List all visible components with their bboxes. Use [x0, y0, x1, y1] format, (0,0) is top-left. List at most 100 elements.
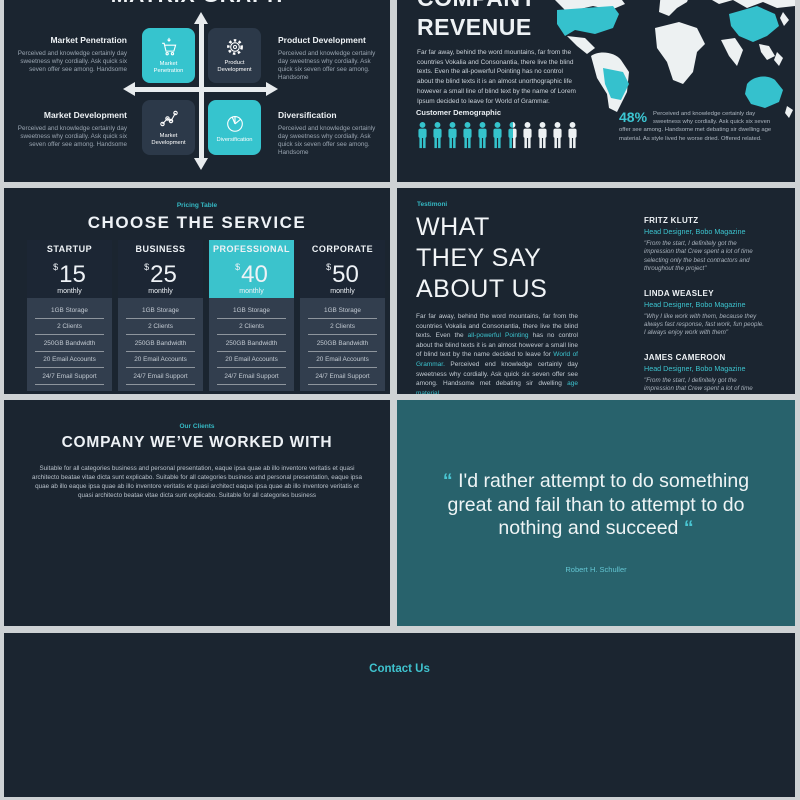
currency-symbol: $	[235, 261, 241, 272]
feature-item: 250GB Bandwidth	[126, 335, 195, 352]
feature-item: 250GB Bandwidth	[308, 335, 377, 352]
quadrant-text-diversification: Diversification Perceived and knowledge …	[278, 110, 382, 157]
person-icon	[521, 119, 534, 152]
quadrant-heading: Market Development	[43, 110, 127, 120]
pie-chart-icon	[226, 115, 243, 132]
revenue-slide-content: COMPANY REVENUE Far far away, behind the…	[397, 0, 795, 181]
quadrant-box-label: Market Penetration	[153, 61, 184, 74]
plan-card-business[interactable]: BUSINESS $25 monthly 1GB Storage 2 Clien…	[118, 240, 203, 391]
plan-card-startup[interactable]: STARTUP $15 monthly 1GB Storage 2 Client…	[27, 240, 112, 391]
body-segment-highlight: age material	[416, 380, 578, 394]
feature-item: 20 Email Accounts	[308, 352, 377, 368]
slide-contact-us[interactable]: Contact Us	[4, 633, 795, 797]
quadrant-box-product-development[interactable]: Product Development	[208, 28, 261, 83]
quadrant-description: Perceived and knowledge certainly day sw…	[278, 125, 376, 156]
plan-features: 1GB Storage 2 Clients 250GB Bandwidth 20…	[209, 298, 294, 391]
testimonial-quote: "From the start, I definitely got the im…	[644, 376, 753, 394]
testimonial-entry: LINDA WEASLEY Head Designer, Bobo Magazi…	[644, 289, 765, 338]
currency-symbol: $	[326, 261, 332, 272]
person-icon	[431, 119, 444, 152]
feature-item: 1GB Storage	[217, 302, 286, 319]
slide-pricing-table[interactable]: Pricing Table CHOOSE THE SERVICE STARTUP…	[4, 188, 390, 394]
plan-period: monthly	[57, 287, 82, 295]
plan-header: STARTUP $15 monthly	[27, 240, 112, 298]
quote-body: I'd rather attempt to do something great…	[447, 470, 750, 539]
testimonial-name: LINDA WEASLEY	[644, 288, 714, 298]
feature-item: 250GB Bandwidth	[217, 335, 286, 352]
quadrant-box-label: Diversification	[216, 136, 253, 143]
quadrant-box-label: Product Development	[217, 60, 252, 73]
arrow-up-icon	[194, 12, 208, 24]
person-icon	[491, 119, 504, 152]
stat-description: Perceived and knowledge certainly day sw…	[619, 111, 772, 142]
quote-author: Robert H. Schuller	[565, 565, 627, 574]
slide-matrix-graph[interactable]: MATRIX GRAPH Market Penetration Product …	[4, 0, 390, 182]
plan-card-professional[interactable]: PROFESSIONAL $40 monthly 1GB Storage 2 C…	[209, 240, 294, 391]
plan-features: 1GB Storage 2 Clients 250GB Bandwidth 20…	[27, 298, 112, 391]
body-segment: Far far away, behind the word mountains,…	[416, 313, 578, 340]
page-title: MATRIX GRAPH	[4, 0, 390, 8]
feature-item: 2 Clients	[126, 319, 195, 335]
plan-header-highlighted: PROFESSIONAL $40 monthly	[209, 240, 294, 298]
feature-item: 1GB Storage	[35, 302, 104, 319]
matrix-slide-content: MATRIX GRAPH Market Penetration Product …	[4, 0, 390, 181]
slide-our-clients[interactable]: Our Clients COMPANY WE’VE WORKED WITH Su…	[4, 400, 390, 626]
currency-symbol: $	[144, 261, 150, 272]
price-value: 40	[241, 260, 268, 288]
testimonial-entry: FRITZ KLUTZ Head Designer, Bobo Magazine…	[644, 216, 765, 274]
plan-name: STARTUP	[46, 243, 93, 254]
feature-item: 24/7 Email Support	[126, 368, 195, 385]
plan-features: 1GB Storage 2 Clients 250GB Bandwidth 20…	[300, 298, 385, 391]
quadrant-description: Perceived and knowledge certainly day sw…	[17, 125, 127, 148]
body-segment-highlight: World of Grammar.	[416, 351, 578, 368]
plan-period: monthly	[148, 287, 173, 295]
price-value: 15	[59, 260, 86, 288]
plan-card-corporate[interactable]: CORPORATE $50 monthly 1GB Storage 2 Clie…	[300, 240, 385, 391]
testimonial-entry: JAMES CAMEROON Head Designer, Bobo Magaz…	[644, 353, 765, 394]
stat-block: 48% Perceived and knowledge certainly da…	[619, 110, 781, 143]
quadrant-box-market-penetration[interactable]: Market Penetration	[142, 28, 195, 83]
slide-company-revenue[interactable]: COMPANY REVENUE Far far away, behind the…	[397, 0, 795, 182]
contact-title: Contact Us	[369, 663, 430, 675]
feature-item: 20 Email Accounts	[217, 352, 286, 368]
plan-features: 1GB Storage 2 Clients 250GB Bandwidth 20…	[118, 298, 203, 391]
quadrant-box-market-development[interactable]: Market Development	[142, 100, 195, 155]
feature-item: 2 Clients	[217, 319, 286, 335]
arrow-right-icon	[266, 82, 278, 96]
stat-value: 48%	[619, 109, 648, 125]
plan-price: $50	[326, 255, 359, 287]
quadrant-heading: Product Development	[278, 35, 366, 45]
page-title: CHOOSE THE SERVICE	[87, 213, 307, 232]
arrow-down-icon	[194, 158, 208, 170]
person-icon	[566, 119, 579, 152]
slide-quote[interactable]: “ I'd rather attempt to do something gre…	[397, 400, 795, 626]
body-segment: Perceived end knowledge certainly day sw…	[416, 360, 578, 388]
quadrant-heading: Market Penetration	[50, 35, 127, 45]
feature-item: 20 Email Accounts	[126, 352, 195, 368]
title-line-1: COMPANY	[417, 0, 536, 13]
quadrant-heading: Diversification	[278, 110, 337, 120]
page-title: WHAT THEY SAY ABOUT US	[416, 212, 547, 305]
plan-name: BUSINESS	[135, 243, 186, 254]
testimonial-role: Head Designer, Bobo Magazine	[644, 227, 746, 236]
quadrant-box-diversification[interactable]: Diversification	[208, 100, 261, 155]
testimonial-list: FRITZ KLUTZ Head Designer, Bobo Magazine…	[644, 216, 765, 394]
world-map	[555, 0, 795, 118]
open-quote-mark: “	[442, 470, 459, 492]
testimonial-name: JAMES CAMEROON	[644, 352, 726, 362]
pricing-plans: STARTUP $15 monthly 1GB Storage 2 Client…	[27, 240, 385, 391]
page-title: COMPANY WE’VE WORKED WITH	[61, 434, 333, 451]
slide-testimonials[interactable]: Testimoni WHAT THEY SAY ABOUT US Far far…	[397, 188, 795, 394]
axis-horizontal-line	[135, 87, 266, 92]
plan-period: monthly	[330, 287, 355, 295]
eyebrow-label: Testimoni	[417, 201, 448, 208]
price-value: 25	[150, 260, 177, 288]
eyebrow-label: Our Clients	[179, 423, 215, 430]
demographic-label: Customer Demographic	[416, 108, 502, 117]
clients-body-text: Suitable for all categories business and…	[31, 465, 363, 499]
revenue-body-text: Far far away, behind the word mountains,…	[417, 49, 576, 105]
feature-item: 250GB Bandwidth	[35, 335, 104, 352]
plan-price: $15	[53, 255, 86, 287]
currency-symbol: $	[53, 261, 59, 272]
eyebrow-label: Pricing Table	[176, 202, 218, 209]
